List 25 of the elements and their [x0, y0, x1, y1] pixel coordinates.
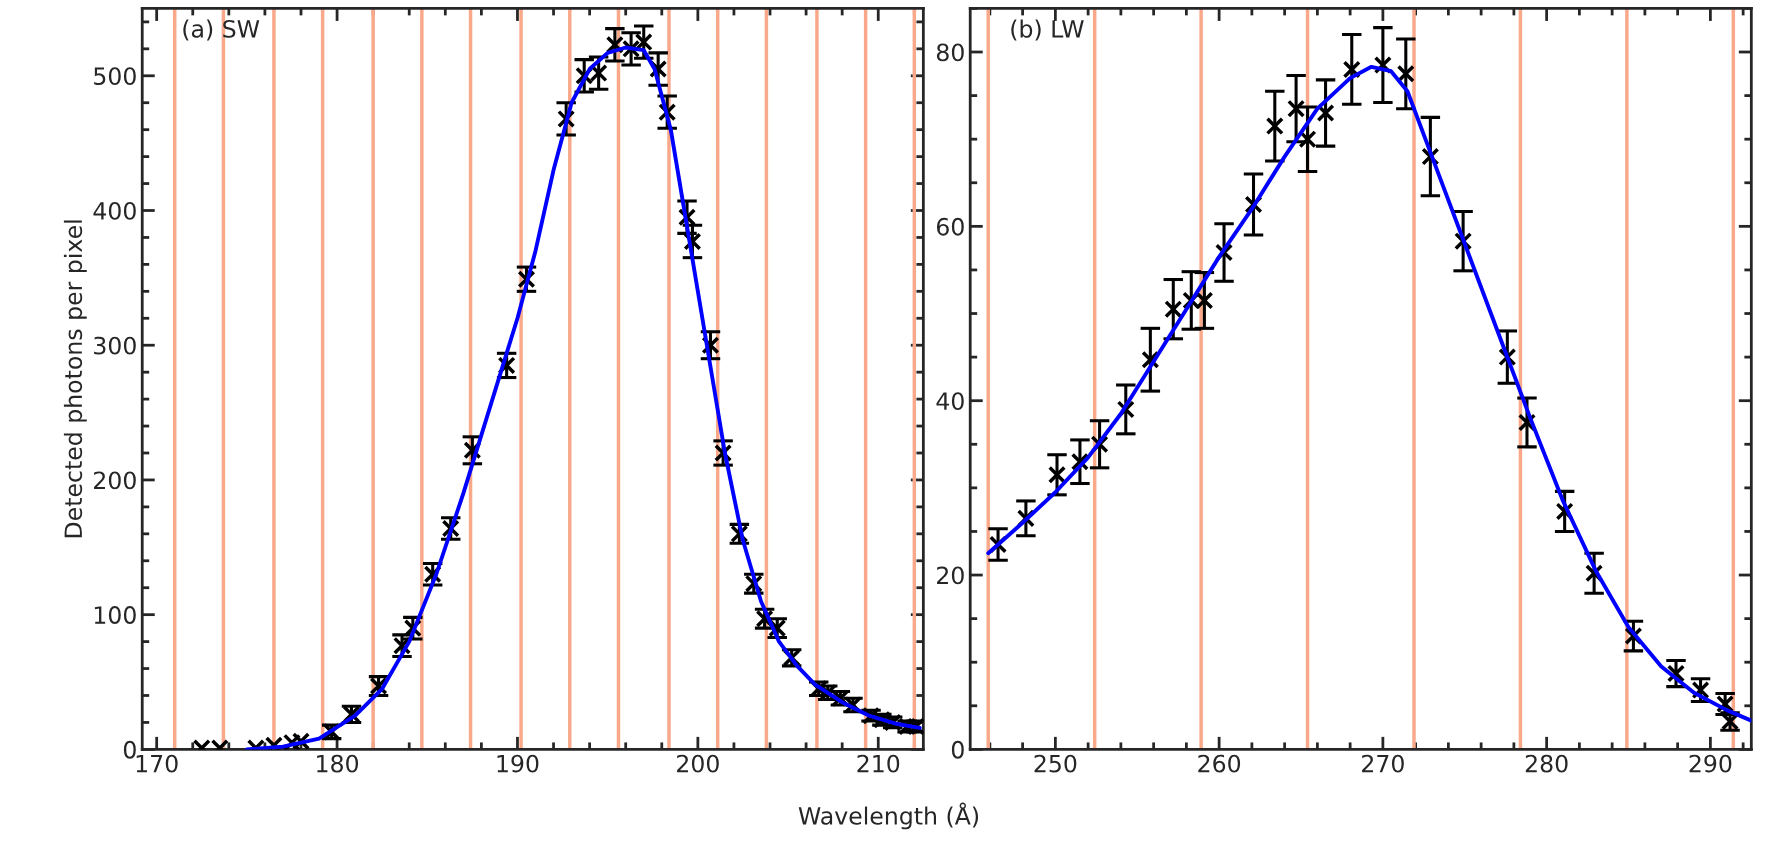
annotation: (b) LW: [1011, 19, 1084, 41]
x-axis-title: Wavelength (Å): [798, 802, 979, 830]
x-tick-label: 210: [857, 754, 900, 773]
x-tick-label: 180: [317, 754, 359, 773]
x-tick-label: 200: [677, 754, 719, 773]
x-tick-label: 260: [1198, 754, 1241, 773]
x-tick-label: 250: [1034, 754, 1077, 773]
x-tick-label: 290: [1689, 754, 1732, 773]
x-tick-label: 170: [136, 754, 178, 773]
annotation: (a) SW: [183, 19, 260, 41]
y-tick-label: 400: [93, 201, 136, 220]
y-tick-label: 60: [936, 217, 964, 236]
y-tick-label: 40: [936, 392, 964, 410]
y-tick-label: 500: [94, 67, 136, 86]
y-tick-label: 200: [94, 471, 136, 490]
y-axis-title: Detected photons per pixel: [63, 220, 87, 538]
y-tick-label: 0: [951, 740, 964, 759]
x-tick-label: 280: [1525, 754, 1568, 773]
y-tick-label: 20: [937, 566, 964, 585]
y-tick-label: 80: [936, 43, 964, 62]
y-tick-label: 300: [94, 336, 136, 355]
y-tick-label: 0: [123, 740, 136, 759]
x-tick-label: 190: [497, 754, 539, 773]
x-tick-label: 270: [1362, 754, 1404, 773]
y-tick-label: 100: [94, 606, 136, 624]
